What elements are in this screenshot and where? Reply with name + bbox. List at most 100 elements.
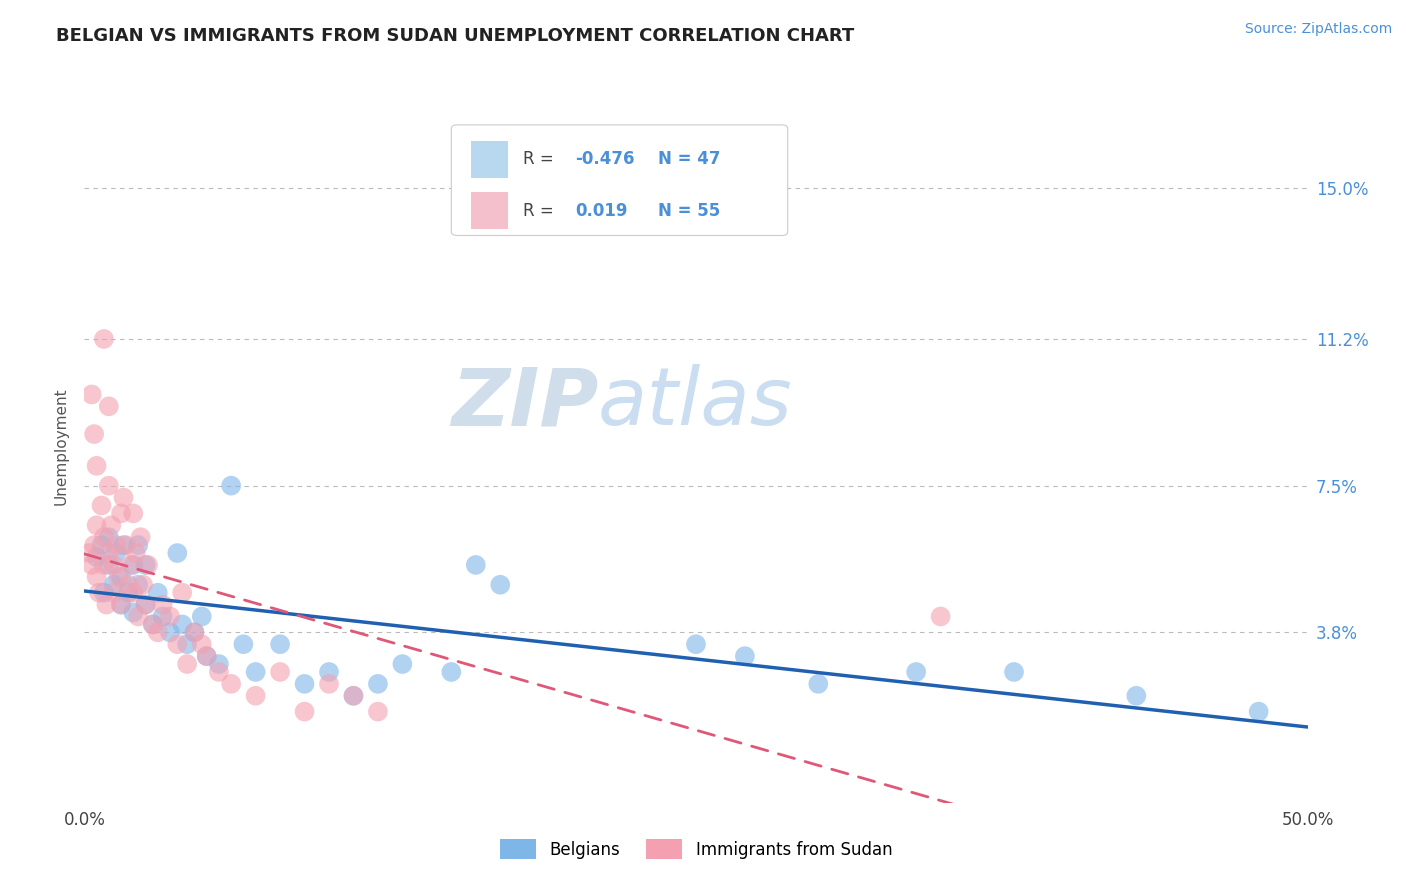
Text: -0.476: -0.476 bbox=[575, 150, 634, 168]
Point bbox=[96, 598, 118, 612]
Point bbox=[86, 549, 108, 564]
Point bbox=[97, 478, 120, 492]
Text: 0.019: 0.019 bbox=[575, 202, 627, 219]
Point bbox=[115, 538, 138, 552]
Point bbox=[208, 665, 231, 679]
Point bbox=[929, 609, 952, 624]
Point bbox=[219, 677, 242, 691]
FancyBboxPatch shape bbox=[471, 141, 508, 178]
Text: N = 55: N = 55 bbox=[658, 202, 720, 219]
Point bbox=[77, 546, 100, 560]
Text: atlas: atlas bbox=[598, 364, 793, 442]
Point bbox=[318, 677, 340, 691]
Point bbox=[122, 585, 145, 599]
Point bbox=[87, 585, 110, 599]
Point bbox=[734, 649, 756, 664]
Point bbox=[112, 491, 135, 505]
Point bbox=[367, 705, 389, 719]
Point bbox=[183, 625, 205, 640]
Point bbox=[172, 585, 194, 599]
Point bbox=[132, 578, 155, 592]
Point bbox=[146, 585, 169, 599]
Point bbox=[176, 657, 198, 671]
Point bbox=[152, 609, 174, 624]
Point bbox=[1002, 665, 1025, 679]
Point bbox=[103, 558, 125, 572]
Point bbox=[269, 637, 291, 651]
Point bbox=[219, 478, 242, 492]
Point bbox=[135, 558, 157, 572]
Point bbox=[159, 609, 181, 624]
Point bbox=[97, 400, 120, 414]
Point bbox=[122, 507, 145, 521]
Point bbox=[83, 427, 105, 442]
Point bbox=[191, 609, 214, 624]
Point bbox=[93, 585, 115, 599]
Point bbox=[159, 625, 181, 640]
Point bbox=[127, 538, 149, 552]
Point bbox=[110, 598, 132, 612]
Point bbox=[97, 530, 120, 544]
Text: Source: ZipAtlas.com: Source: ZipAtlas.com bbox=[1244, 22, 1392, 37]
Point bbox=[245, 689, 267, 703]
Point bbox=[97, 546, 120, 560]
Point bbox=[86, 570, 108, 584]
Text: N = 47: N = 47 bbox=[658, 150, 720, 168]
Point bbox=[342, 689, 364, 703]
Point bbox=[93, 558, 115, 572]
Point bbox=[294, 705, 316, 719]
Point bbox=[489, 578, 512, 592]
Point bbox=[110, 507, 132, 521]
Point bbox=[100, 518, 122, 533]
Point bbox=[120, 558, 142, 572]
Point bbox=[245, 665, 267, 679]
Point bbox=[195, 649, 218, 664]
Point bbox=[152, 598, 174, 612]
Point bbox=[107, 570, 129, 584]
Point bbox=[122, 606, 145, 620]
Point bbox=[90, 499, 112, 513]
Text: R =: R = bbox=[523, 150, 560, 168]
Point bbox=[80, 558, 103, 572]
Point bbox=[146, 625, 169, 640]
Point bbox=[183, 625, 205, 640]
Text: R =: R = bbox=[523, 202, 560, 219]
Point bbox=[129, 530, 152, 544]
Point bbox=[172, 617, 194, 632]
Point bbox=[86, 518, 108, 533]
Point bbox=[105, 546, 128, 560]
Y-axis label: Unemployment: Unemployment bbox=[53, 387, 69, 505]
Point bbox=[136, 558, 159, 572]
Point bbox=[112, 538, 135, 552]
Point bbox=[294, 677, 316, 691]
Point bbox=[464, 558, 486, 572]
Point bbox=[142, 617, 165, 632]
Point bbox=[93, 332, 115, 346]
Point bbox=[367, 677, 389, 691]
Point bbox=[103, 578, 125, 592]
Point bbox=[391, 657, 413, 671]
Point bbox=[191, 637, 214, 651]
Point bbox=[110, 598, 132, 612]
Point bbox=[86, 458, 108, 473]
Point bbox=[166, 546, 188, 560]
Point bbox=[318, 665, 340, 679]
Point bbox=[1125, 689, 1147, 703]
Point bbox=[80, 387, 103, 401]
Point bbox=[93, 530, 115, 544]
Point bbox=[905, 665, 928, 679]
Point bbox=[176, 637, 198, 651]
Text: ZIP: ZIP bbox=[451, 364, 598, 442]
Point bbox=[127, 578, 149, 592]
Point bbox=[195, 649, 218, 664]
Point bbox=[125, 546, 148, 560]
Point bbox=[90, 538, 112, 552]
Point bbox=[142, 617, 165, 632]
Point bbox=[83, 538, 105, 552]
FancyBboxPatch shape bbox=[471, 192, 508, 229]
Point bbox=[166, 637, 188, 651]
Point bbox=[269, 665, 291, 679]
Point bbox=[127, 609, 149, 624]
Point bbox=[135, 598, 157, 612]
Point bbox=[232, 637, 254, 651]
